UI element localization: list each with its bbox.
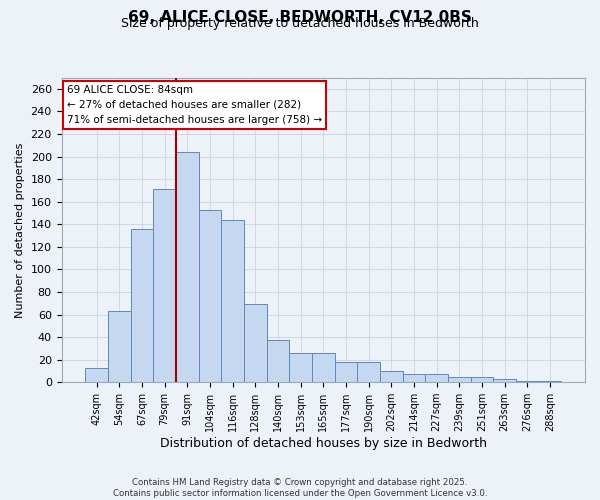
Bar [176,152,199,382]
Bar [335,362,357,382]
Bar [154,189,176,382]
Bar [380,371,403,382]
Bar [425,374,448,382]
Bar [221,220,244,382]
Text: Size of property relative to detached houses in Bedworth: Size of property relative to detached ho… [121,18,479,30]
Bar [266,340,289,382]
Bar [199,210,221,382]
Bar [448,376,470,382]
Bar [357,362,380,382]
Bar [493,379,516,382]
Bar [516,381,539,382]
Bar [108,311,131,382]
Bar [539,381,561,382]
Bar [312,353,335,382]
X-axis label: Distribution of detached houses by size in Bedworth: Distribution of detached houses by size … [160,437,487,450]
Bar [289,353,312,382]
Y-axis label: Number of detached properties: Number of detached properties [15,142,25,318]
Text: Contains HM Land Registry data © Crown copyright and database right 2025.
Contai: Contains HM Land Registry data © Crown c… [113,478,487,498]
Bar [470,376,493,382]
Text: 69 ALICE CLOSE: 84sqm
← 27% of detached houses are smaller (282)
71% of semi-det: 69 ALICE CLOSE: 84sqm ← 27% of detached … [67,85,322,124]
Bar [131,228,154,382]
Bar [244,304,266,382]
Text: 69, ALICE CLOSE, BEDWORTH, CV12 0BS: 69, ALICE CLOSE, BEDWORTH, CV12 0BS [128,10,472,25]
Bar [403,374,425,382]
Bar [85,368,108,382]
